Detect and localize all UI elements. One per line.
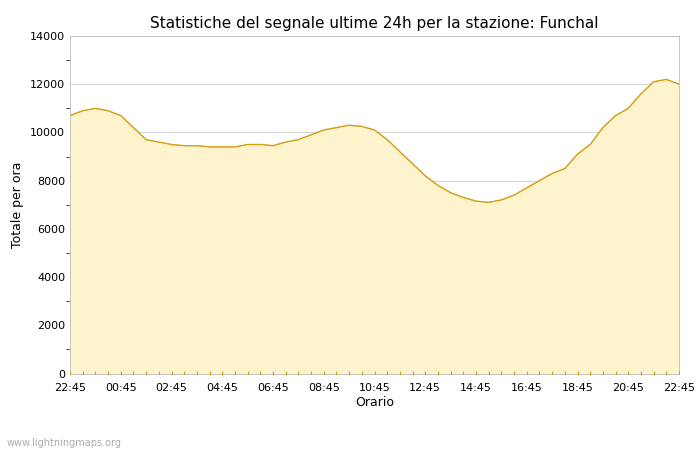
Y-axis label: Totale per ora: Totale per ora [11, 162, 25, 248]
Title: Statistiche del segnale ultime 24h per la stazione: Funchal: Statistiche del segnale ultime 24h per l… [150, 16, 598, 31]
X-axis label: Orario: Orario [355, 396, 394, 409]
Text: www.lightningmaps.org: www.lightningmaps.org [7, 438, 122, 448]
